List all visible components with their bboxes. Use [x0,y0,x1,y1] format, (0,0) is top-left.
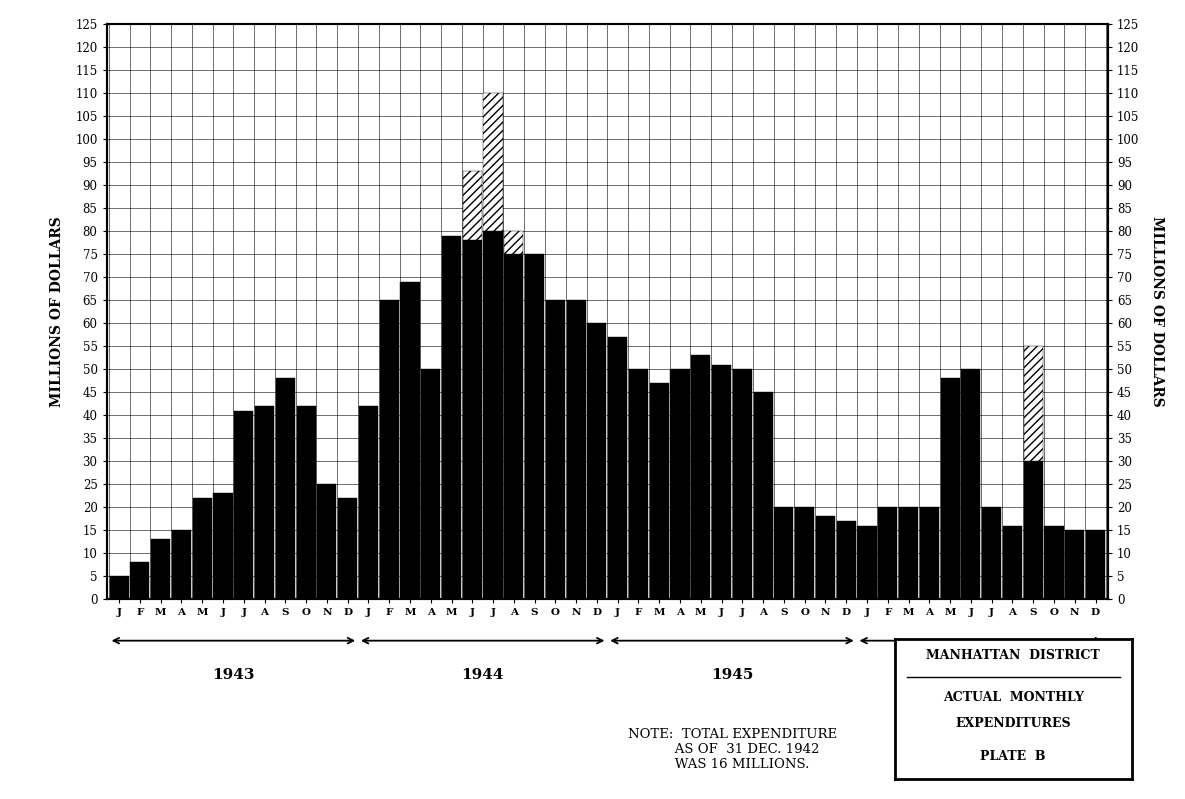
Bar [421,369,441,599]
Y-axis label: MILLIONS OF DOLLARS: MILLIONS OF DOLLARS [50,217,64,407]
Bar [878,507,897,599]
Bar [338,498,357,599]
Bar [318,484,337,599]
Bar [359,406,378,599]
Bar [837,521,856,599]
Bar [816,516,835,599]
Bar [505,231,524,254]
Bar [566,300,585,599]
Bar [1044,526,1063,599]
Bar [235,411,254,599]
Bar [172,531,191,599]
Bar [276,379,295,599]
Bar [961,369,980,599]
Bar [152,539,171,599]
Bar [629,369,648,599]
Bar [732,369,752,599]
Bar [213,494,232,599]
Bar [483,231,502,599]
Bar [941,379,960,599]
Bar [296,406,315,599]
Bar [442,236,461,599]
Bar [525,254,544,599]
Text: PLATE  B: PLATE B [980,750,1046,763]
Bar [505,254,524,599]
Bar [379,300,398,599]
Text: 1943: 1943 [212,668,255,682]
Bar [982,507,1001,599]
Y-axis label: MILLIONS OF DOLLARS: MILLIONS OF DOLLARS [1151,217,1165,407]
Bar [774,507,794,599]
Bar [462,240,482,599]
Bar [754,392,773,599]
Text: NOTE:  TOTAL EXPENDITURE
           AS OF  31 DEC. 1942
           WAS 16 MILLIO: NOTE: TOTAL EXPENDITURE AS OF 31 DEC. 19… [628,728,838,771]
Bar [920,507,939,599]
Text: 1946: 1946 [960,668,1003,682]
Bar [795,507,814,599]
Bar [608,337,627,599]
Bar [588,323,607,599]
Bar [546,300,565,599]
Bar [1065,531,1084,599]
Bar [109,576,129,599]
Bar [858,526,877,599]
Bar [401,282,419,599]
Bar [671,369,690,599]
Bar [193,498,212,599]
Text: MANHATTAN  DISTRICT: MANHATTAN DISTRICT [927,650,1100,662]
Text: EXPENDITURES: EXPENDITURES [955,717,1071,729]
Bar [130,562,149,599]
Bar [691,356,710,599]
Bar [712,364,731,599]
Bar [1003,526,1021,599]
Bar [649,383,668,599]
Bar [255,406,274,599]
Text: 1945: 1945 [711,668,754,682]
Bar [1024,461,1043,599]
Text: ACTUAL  MONTHLY: ACTUAL MONTHLY [943,691,1083,705]
Bar [1024,346,1043,461]
Bar [483,93,502,231]
Bar [1085,531,1106,599]
Bar [899,507,918,599]
Bar [462,171,482,240]
Text: 1944: 1944 [461,668,504,682]
